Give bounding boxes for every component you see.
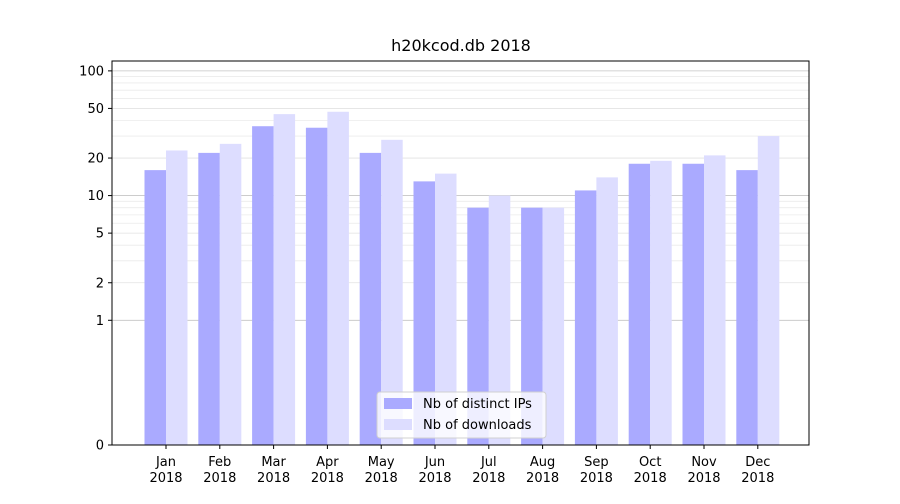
bar: [413, 181, 435, 445]
bar: [252, 126, 274, 446]
bar: [736, 170, 758, 445]
bar: [682, 163, 704, 445]
bar: [219, 143, 242, 446]
plot-frame: [111, 60, 810, 446]
bar: [305, 127, 328, 445]
bar: [144, 170, 166, 445]
x-tick-label-month: Dec: [745, 455, 770, 470]
y-tick-label: 0: [96, 439, 104, 454]
legend-label: Nb of downloads: [423, 418, 532, 433]
x-tick-label-year: 2018: [149, 471, 182, 486]
x-tick-label-month: May: [368, 455, 395, 470]
y-tick-label: 50: [87, 102, 104, 117]
x-tick-label-month: Feb: [208, 455, 231, 470]
legend-label: Nb of distinct IPs: [423, 397, 532, 412]
x-tick-label-year: 2018: [311, 471, 344, 486]
x-tick-label-year: 2018: [472, 471, 505, 486]
x-axis: Jan2018Feb2018Mar2018Apr2018May2018Jun20…: [149, 445, 774, 486]
bar: [542, 207, 565, 445]
y-tick-label: 1: [96, 314, 104, 329]
x-tick-label-year: 2018: [365, 471, 398, 486]
legend-swatch: [384, 398, 412, 409]
x-tick-label-month: Jun: [424, 455, 445, 470]
x-tick-label-year: 2018: [418, 471, 451, 486]
x-tick-label-month: Sep: [584, 455, 609, 470]
bar: [381, 139, 403, 445]
x-tick-label-month: Mar: [261, 455, 286, 470]
bar: [488, 195, 511, 445]
x-tick-label-year: 2018: [634, 471, 667, 486]
y-axis: 0 1 2 5 10 20 50 100: [79, 64, 112, 454]
bar: [596, 177, 618, 445]
bar: [628, 163, 651, 445]
x-tick-label-month: Jul: [480, 455, 497, 470]
x-tick-label-year: 2018: [526, 471, 559, 486]
bar: [273, 114, 296, 445]
y-tick-label: 10: [87, 189, 104, 204]
x-tick-label-year: 2018: [203, 471, 236, 486]
legend-box: [376, 391, 547, 439]
bar: [574, 190, 597, 445]
x-tick-label-year: 2018: [741, 471, 774, 486]
y-tick-label: 5: [96, 227, 104, 242]
x-tick-label-month: Aug: [530, 455, 555, 470]
chart-title: h20kcod.db 2018: [391, 36, 531, 55]
x-tick-label-month: Apr: [316, 455, 339, 470]
x-tick-label-month: Jan: [155, 455, 176, 470]
x-tick-label-year: 2018: [687, 471, 720, 486]
y-tick-label: 20: [87, 152, 104, 167]
bar: [359, 152, 382, 445]
bars: [144, 111, 780, 446]
bar: [521, 207, 543, 445]
bar: [166, 150, 188, 445]
bar: [757, 136, 780, 446]
y-tick-label: 2: [96, 276, 104, 291]
x-tick-label-year: 2018: [580, 471, 613, 486]
legend: Nb of distinct IPs Nb of downloads: [376, 391, 547, 439]
y-tick-label: 100: [79, 64, 104, 79]
bar: [435, 173, 457, 445]
bar: [467, 207, 489, 445]
x-tick-label-month: Oct: [639, 455, 661, 470]
bar: [198, 152, 220, 445]
bar: [650, 160, 672, 445]
x-tick-label-month: Nov: [691, 455, 717, 470]
x-tick-label-year: 2018: [257, 471, 290, 486]
legend-swatch: [384, 419, 412, 430]
bar: [704, 155, 726, 445]
bar: [327, 111, 349, 445]
